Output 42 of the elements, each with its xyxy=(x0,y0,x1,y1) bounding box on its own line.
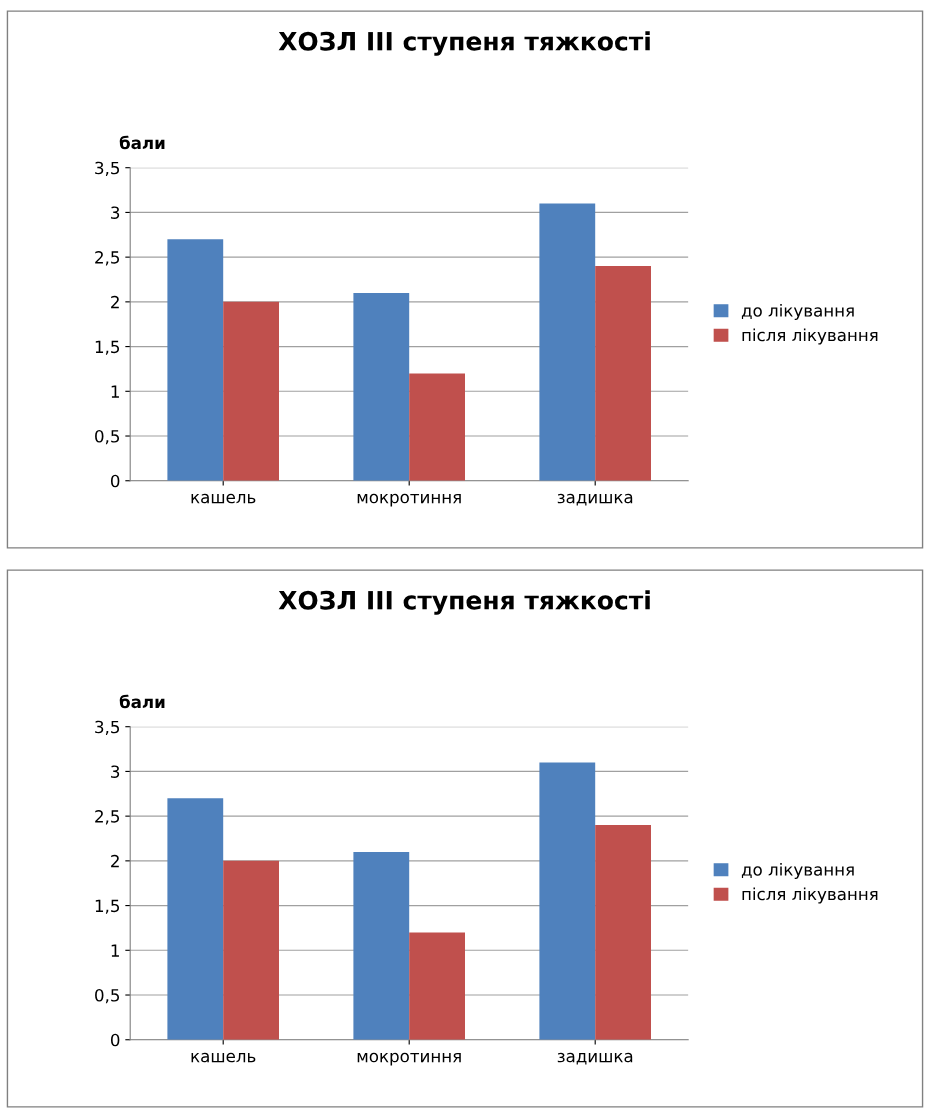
legend-label: після лікування xyxy=(742,887,878,904)
y-tick-label: 1 xyxy=(111,385,119,398)
bar xyxy=(595,825,651,1040)
bar xyxy=(353,292,410,481)
y-tick-label: 0 xyxy=(110,474,120,488)
bar xyxy=(223,301,279,481)
x-tick-label: мокротиння xyxy=(357,493,461,507)
x-tick-label: задишка xyxy=(557,1052,633,1065)
y-tick-label: 3 xyxy=(111,206,120,219)
x-tick-label: задишка xyxy=(557,493,633,506)
legend-label: до лікування xyxy=(741,862,854,880)
x-tick-label: кашель xyxy=(191,1052,256,1063)
chart-title: ХОЗЛ III ступеня тяжкості xyxy=(278,590,650,615)
bar xyxy=(353,851,410,1040)
y-tick-label: 3,5 xyxy=(95,720,120,735)
y-tick-label: 3 xyxy=(111,765,120,778)
bar xyxy=(595,266,651,481)
y-tick-label: 2 xyxy=(111,854,119,868)
y-tick-label: 2,5 xyxy=(95,810,120,825)
y-tick-label: 0 xyxy=(110,1033,120,1047)
y-tick-label: 1,5 xyxy=(95,340,120,355)
bar xyxy=(409,373,465,481)
y-tick-label: 0,5 xyxy=(95,429,120,445)
legend-label: після лікування xyxy=(742,328,878,345)
y-tick-label: 1,5 xyxy=(95,899,120,914)
y-tick-label: 2 xyxy=(111,295,119,309)
bar xyxy=(539,762,596,1040)
bar xyxy=(167,798,224,1040)
y-tick-label: 2,5 xyxy=(95,251,120,266)
bar xyxy=(539,203,596,481)
x-tick-label: мокротиння xyxy=(357,1052,461,1066)
y-tick-label: 0,5 xyxy=(95,988,120,1004)
y-axis-title: бали xyxy=(119,135,165,150)
y-axis-title: бали xyxy=(119,694,165,709)
legend-label: до лікування xyxy=(741,303,854,321)
bar xyxy=(167,239,224,481)
chart-title: ХОЗЛ III ступеня тяжкості xyxy=(278,31,650,56)
x-tick-label: кашель xyxy=(191,493,256,504)
y-tick-label: 1 xyxy=(111,944,119,957)
bar xyxy=(409,932,465,1040)
y-tick-label: 3,5 xyxy=(95,161,120,176)
bar xyxy=(223,860,279,1040)
